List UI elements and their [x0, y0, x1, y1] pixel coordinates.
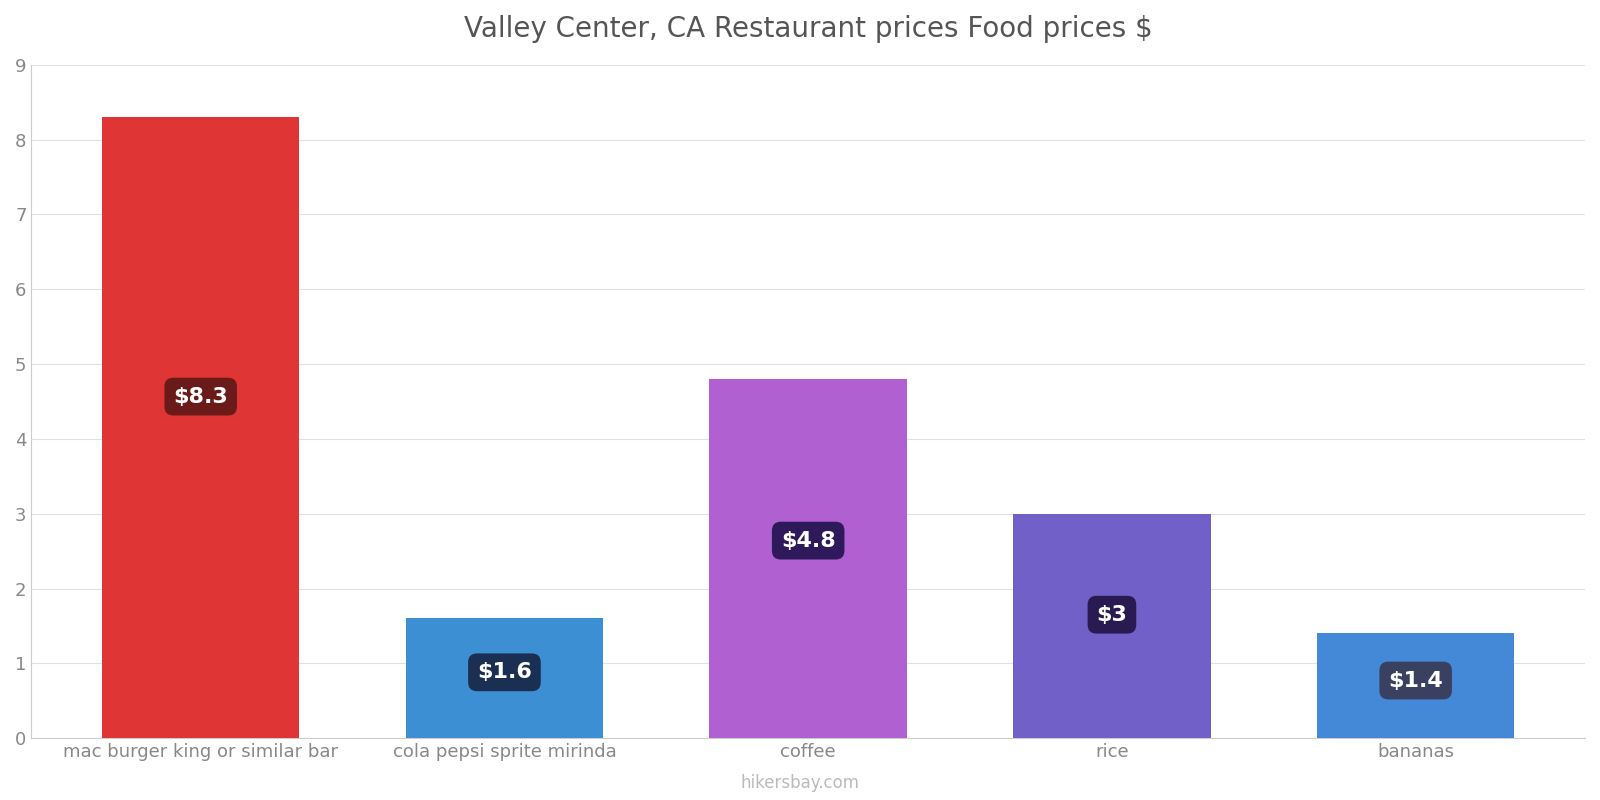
- Text: $3: $3: [1096, 605, 1128, 625]
- Text: $1.4: $1.4: [1389, 670, 1443, 690]
- Bar: [102, 117, 299, 738]
- Title: Valley Center, CA Restaurant prices Food prices $: Valley Center, CA Restaurant prices Food…: [464, 15, 1152, 43]
- Text: $1.6: $1.6: [477, 662, 531, 682]
- Text: $4.8: $4.8: [781, 530, 835, 550]
- Bar: [1317, 634, 1514, 738]
- Bar: [406, 618, 603, 738]
- Text: $8.3: $8.3: [173, 386, 229, 406]
- Bar: [1013, 514, 1211, 738]
- Text: hikersbay.com: hikersbay.com: [741, 774, 859, 792]
- Bar: [709, 379, 907, 738]
